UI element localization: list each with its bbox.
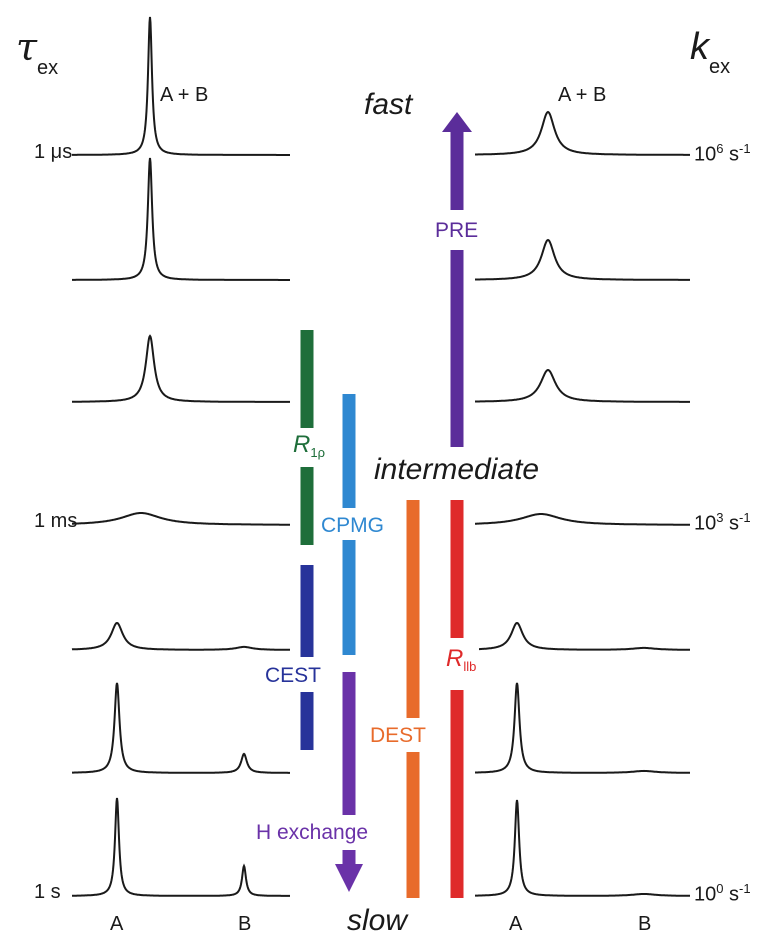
k-symbol: k (690, 26, 709, 68)
left-spectrum-1 (72, 16, 290, 156)
right-spectrum-3 (475, 368, 690, 403)
right-spectrum-1 (475, 110, 690, 156)
tau-subscript: ex (37, 57, 59, 79)
tau-label-1s: 1 s (34, 881, 61, 903)
method-label-cpmg: CPMG (318, 514, 387, 537)
peak-label-a-right: A (509, 913, 523, 935)
regime-intermediate: intermediate (372, 453, 542, 486)
left-spectrum-5 (71, 621, 290, 651)
method-label-pre: PRE (432, 219, 482, 242)
peak-label-ab-right: A + B (558, 84, 607, 106)
k-subscript: ex (709, 56, 731, 78)
peak-label-b-left: B (238, 913, 252, 935)
left-spectra-panel (71, 16, 290, 897)
method-bars (300, 112, 472, 898)
right-spectrum-6 (475, 682, 690, 774)
right-spectrum-5 (474, 621, 690, 651)
tau-symbol: τ (16, 25, 38, 69)
regime-slow: slow (347, 904, 408, 937)
left-spectrum-4 (72, 512, 290, 526)
method-label-r1rho: R1ρ (290, 432, 328, 461)
tau-label-1ms: 1 ms (34, 510, 78, 532)
method-label-h-exchange: H exchange (253, 821, 372, 844)
method-label-r2lb: Rllb (443, 646, 480, 675)
right-spectra-panel (474, 110, 690, 897)
left-spectrum-7 (72, 797, 290, 897)
k-ex-heading: kex (690, 26, 730, 77)
left-spectrum-6 (72, 682, 290, 774)
fast-arrowhead (442, 112, 472, 132)
right-spectrum-4 (475, 513, 690, 526)
regime-fast: fast (364, 88, 413, 121)
peak-label-b-right: B (638, 913, 652, 935)
slow-arrowhead (335, 864, 363, 892)
kex-label-bottom: 100 s-1 (694, 881, 751, 906)
method-label-cest: CEST (262, 664, 325, 687)
peak-label-a-left: A (110, 913, 124, 935)
kex-label-middle: 103 s-1 (694, 510, 751, 535)
method-label-dest: DEST (367, 724, 430, 747)
right-spectrum-7 (475, 799, 690, 897)
kex-label-top: 106 s-1 (694, 141, 751, 166)
tau-label-1us: 1 μs (34, 141, 73, 163)
tau-ex-heading: τex (16, 25, 58, 78)
peak-label-ab-left: A + B (160, 84, 209, 106)
right-spectrum-2 (475, 238, 690, 281)
left-spectrum-3 (72, 334, 290, 403)
left-spectrum-2 (72, 157, 290, 281)
